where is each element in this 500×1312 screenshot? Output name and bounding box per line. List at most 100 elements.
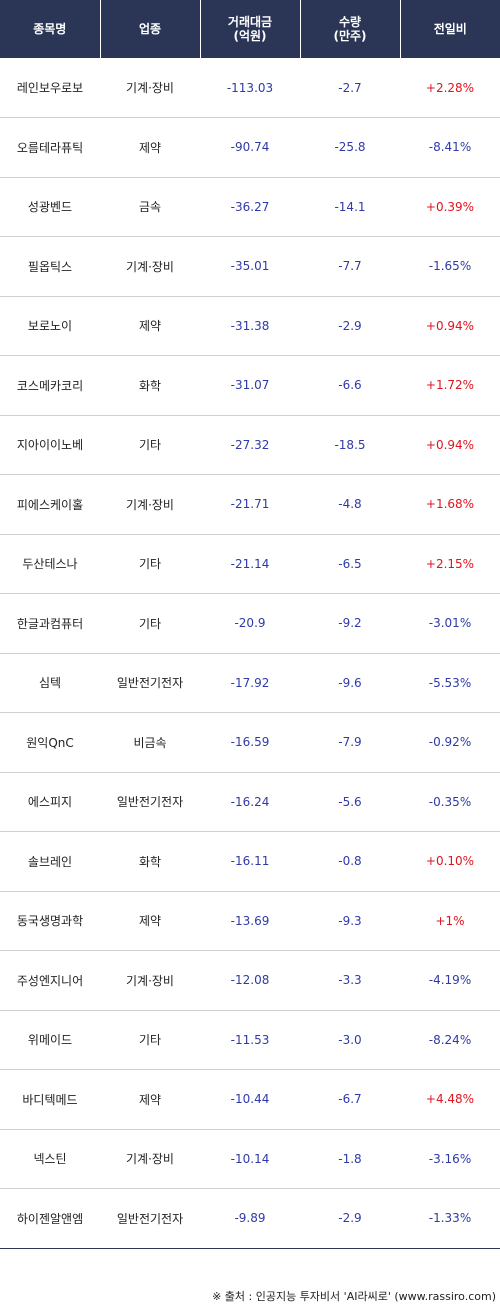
trade-amount-cell: -27.32 <box>200 415 300 475</box>
table-row: 두산테스나 기타 -21.14 -6.5 +2.15% <box>0 534 500 594</box>
table-row: 한글과컴퓨터 기타 -20.9 -9.2 -3.01% <box>0 593 500 654</box>
trade-amount-cell: -90.74 <box>200 117 300 178</box>
table-row: 넥스틴 기계·장비 -10.14 -1.8 -3.16% <box>0 1129 500 1189</box>
sector-cell: 일반전기전자 <box>100 1188 200 1249</box>
sector-cell: 기계·장비 <box>100 950 200 1011</box>
stock-name-cell: 레인보우로보 <box>0 58 100 118</box>
stock-name-cell: 에스피지 <box>0 772 100 832</box>
stock-name-cell: 한글과컴퓨터 <box>0 593 100 654</box>
trade-amount-cell: -31.07 <box>200 355 300 416</box>
table-row: 성광벤드 금속 -36.27 -14.1 +0.39% <box>0 177 500 237</box>
stock-name-cell: 지아이이노베 <box>0 415 100 475</box>
table-body: 레인보우로보 기계·장비 -113.03 -2.7 +2.28% 오름테라퓨틱 제약 -90.… <box>0 58 500 1249</box>
change-cell: +4.48% <box>400 1069 500 1130</box>
table-row: 솔브레인 화학 -16.11 -0.8 +0.10% <box>0 831 500 892</box>
stock-name-cell: 피에스케이홀 <box>0 474 100 535</box>
stock-name-cell: 동국생명과학 <box>0 891 100 951</box>
sector-cell: 기타 <box>100 534 200 594</box>
sector-cell: 화학 <box>100 355 200 416</box>
table-row: 주성엔지니어 기계·장비 -12.08 -3.3 -4.19% <box>0 950 500 1011</box>
volume-cell: -6.7 <box>300 1069 400 1130</box>
change-cell: -0.35% <box>400 772 500 832</box>
table-row: 지아이이노베 기타 -27.32 -18.5 +0.94% <box>0 415 500 475</box>
table-row: 보로노이 제약 -31.38 -2.9 +0.94% <box>0 296 500 356</box>
trade-amount-cell: -11.53 <box>200 1010 300 1070</box>
table-row: 필옵틱스 기계·장비 -35.01 -7.7 -1.65% <box>0 236 500 297</box>
change-cell: +0.94% <box>400 296 500 356</box>
volume-cell: -14.1 <box>300 177 400 237</box>
volume-cell: -9.6 <box>300 653 400 713</box>
stock-name-cell: 바디텍메드 <box>0 1069 100 1130</box>
sector-cell: 기계·장비 <box>100 474 200 535</box>
change-cell: -8.24% <box>400 1010 500 1070</box>
change-cell: +0.39% <box>400 177 500 237</box>
table-row: 원익QnC 비금속 -16.59 -7.9 -0.92% <box>0 712 500 773</box>
table-row: 오름테라퓨틱 제약 -90.74 -25.8 -8.41% <box>0 117 500 178</box>
table-row: 코스메카코리 화학 -31.07 -6.6 +1.72% <box>0 355 500 416</box>
trade-amount-cell: -9.89 <box>200 1188 300 1249</box>
volume-cell: -6.5 <box>300 534 400 594</box>
source-footnote: ※ 출처 : 인공지능 투자비서 'AI라씨로' (www.rassiro.co… <box>212 1290 496 1303</box>
sector-cell: 기타 <box>100 1010 200 1070</box>
volume-cell: -4.8 <box>300 474 400 535</box>
sector-cell: 기타 <box>100 593 200 654</box>
change-cell: -5.53% <box>400 653 500 713</box>
change-cell: +1% <box>400 891 500 951</box>
header-trade-amount: 거래대금 (억원) <box>199 0 300 58</box>
header-sector: 업종 <box>99 0 200 58</box>
sector-cell: 화학 <box>100 831 200 892</box>
change-cell: +0.94% <box>400 415 500 475</box>
sector-cell: 기계·장비 <box>100 1129 200 1189</box>
sector-cell: 기계·장비 <box>100 236 200 297</box>
change-cell: -1.33% <box>400 1188 500 1249</box>
volume-cell: -2.9 <box>300 296 400 356</box>
trade-amount-cell: -21.71 <box>200 474 300 535</box>
table-header: 종목명 업종 거래대금 (억원) 수량 (만주) 전일비 <box>0 0 500 58</box>
header-volume-title: 수량 <box>338 15 362 29</box>
volume-cell: -9.3 <box>300 891 400 951</box>
volume-cell: -0.8 <box>300 831 400 892</box>
table-row: 레인보우로보 기계·장비 -113.03 -2.7 +2.28% <box>0 58 500 118</box>
change-cell: -8.41% <box>400 117 500 178</box>
trade-amount-cell: -10.44 <box>200 1069 300 1130</box>
stock-name-cell: 성광벤드 <box>0 177 100 237</box>
header-row: 종목명 업종 거래대금 (억원) 수량 (만주) 전일비 <box>0 0 500 58</box>
sector-cell: 비금속 <box>100 712 200 773</box>
change-cell: +1.72% <box>400 355 500 416</box>
trade-amount-cell: -31.38 <box>200 296 300 356</box>
stock-name-cell: 심텍 <box>0 653 100 713</box>
change-cell: +1.68% <box>400 474 500 535</box>
change-cell: -1.65% <box>400 236 500 297</box>
volume-cell: -2.7 <box>300 58 400 118</box>
header-trade-amount-unit: (억원) <box>233 29 267 43</box>
trade-amount-cell: -17.92 <box>200 653 300 713</box>
stock-name-cell: 코스메카코리 <box>0 355 100 416</box>
sector-cell: 제약 <box>100 117 200 178</box>
stock-name-cell: 넥스틴 <box>0 1129 100 1189</box>
volume-cell: -25.8 <box>300 117 400 178</box>
table-row: 바디텍메드 제약 -10.44 -6.7 +4.48% <box>0 1069 500 1130</box>
trade-amount-cell: -20.9 <box>200 593 300 654</box>
stock-name-cell: 원익QnC <box>0 712 100 773</box>
sector-cell: 제약 <box>100 891 200 951</box>
volume-cell: -9.2 <box>300 593 400 654</box>
stock-name-cell: 오름테라퓨틱 <box>0 117 100 178</box>
trade-amount-cell: -113.03 <box>200 58 300 118</box>
trade-amount-cell: -16.59 <box>200 712 300 773</box>
table-row: 동국생명과학 제약 -13.69 -9.3 +1% <box>0 891 500 951</box>
change-cell: -3.16% <box>400 1129 500 1189</box>
trade-amount-cell: -16.24 <box>200 772 300 832</box>
trade-amount-cell: -21.14 <box>200 534 300 594</box>
stock-name-cell: 보로노이 <box>0 296 100 356</box>
sector-cell: 제약 <box>100 1069 200 1130</box>
stock-name-cell: 하이젠알앤엠 <box>0 1188 100 1249</box>
volume-cell: -1.8 <box>300 1129 400 1189</box>
stock-name-cell: 두산테스나 <box>0 534 100 594</box>
sector-cell: 일반전기전자 <box>100 653 200 713</box>
trade-amount-cell: -10.14 <box>200 1129 300 1189</box>
trade-amount-cell: -16.11 <box>200 831 300 892</box>
stock-name-cell: 솔브레인 <box>0 831 100 892</box>
stock-name-cell: 위메이드 <box>0 1010 100 1070</box>
volume-cell: -2.9 <box>300 1188 400 1249</box>
